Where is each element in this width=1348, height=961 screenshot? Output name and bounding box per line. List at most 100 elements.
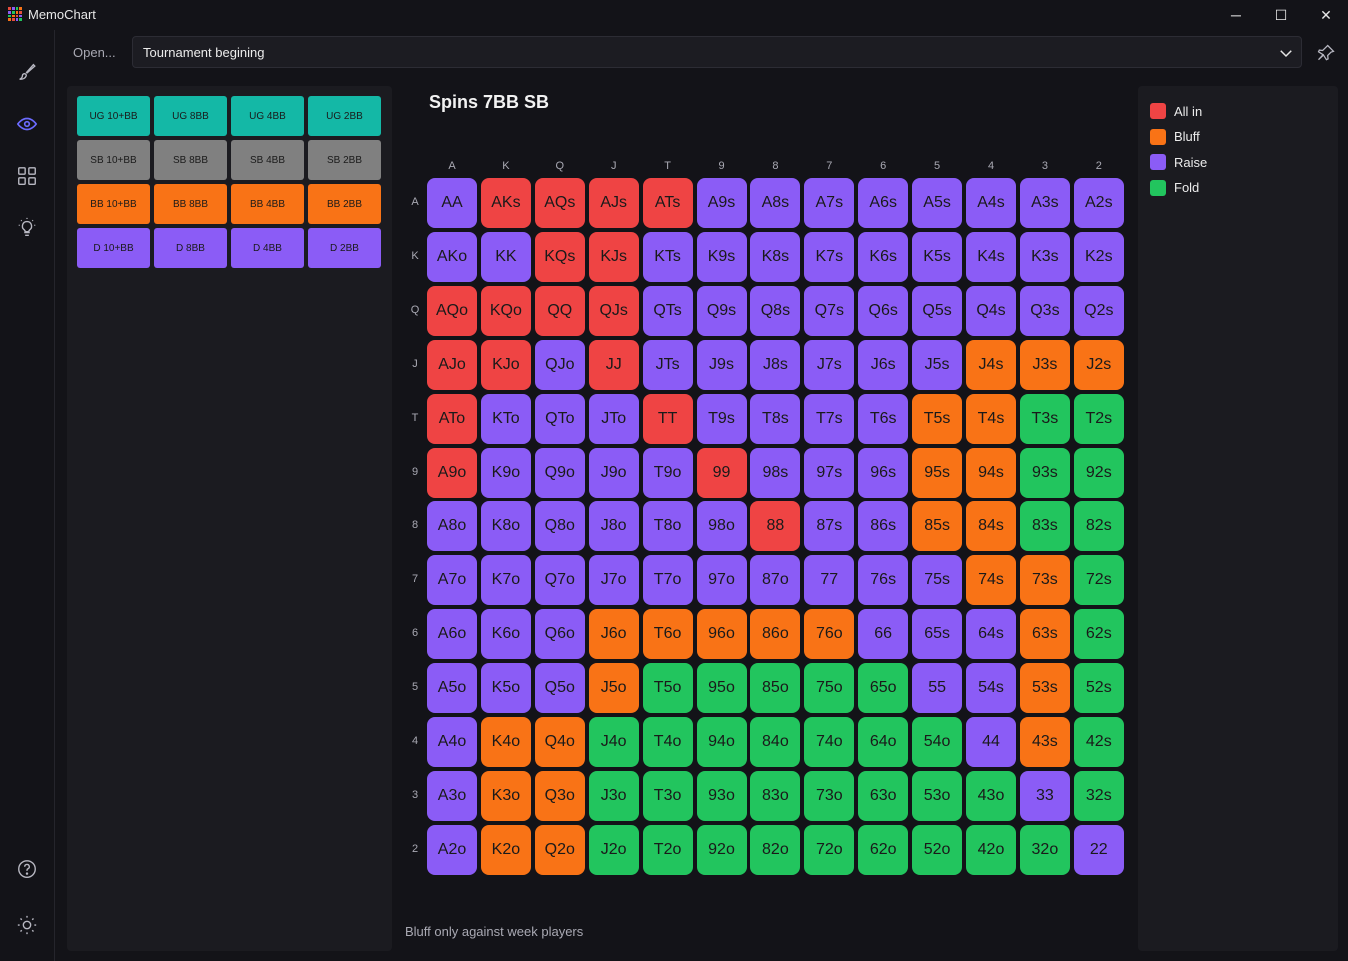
open-button[interactable]: Open... <box>73 45 116 60</box>
hand-cell[interactable]: AJo <box>427 339 477 390</box>
hand-cell[interactable]: A2o <box>427 824 477 875</box>
hand-cell[interactable]: TT <box>642 393 693 444</box>
hand-cell[interactable]: 42s <box>1073 717 1124 767</box>
preset-button[interactable]: D 8BB <box>154 228 227 268</box>
hand-cell[interactable]: 88 <box>750 501 801 552</box>
hand-cell[interactable]: Q7s <box>804 285 855 336</box>
hand-cell[interactable]: 97s <box>804 447 855 498</box>
hand-cell[interactable]: K3s <box>1019 231 1070 282</box>
hand-cell[interactable]: QTs <box>642 285 693 336</box>
hand-cell[interactable]: JJ <box>588 339 639 390</box>
hand-cell[interactable]: 95o <box>696 663 747 714</box>
brush-icon[interactable] <box>12 57 42 87</box>
hand-cell[interactable]: 75s <box>912 555 963 606</box>
preset-button[interactable]: BB 2BB <box>308 184 381 224</box>
hand-cell[interactable]: 83o <box>750 770 801 821</box>
hand-cell[interactable]: T9o <box>642 447 693 498</box>
hand-cell[interactable]: KK <box>480 231 531 282</box>
hand-cell[interactable]: ATs <box>642 178 693 228</box>
hand-cell[interactable]: 72o <box>804 824 855 875</box>
hand-cell[interactable]: 53s <box>1019 663 1070 714</box>
hand-cell[interactable]: Q4s <box>966 285 1016 336</box>
hand-cell[interactable]: T3s <box>1019 393 1070 444</box>
hand-cell[interactable]: Q2s <box>1073 285 1124 336</box>
preset-button[interactable]: SB 2BB <box>308 140 381 180</box>
hand-cell[interactable]: 73s <box>1019 555 1070 606</box>
hand-cell[interactable]: Q6o <box>534 609 585 660</box>
hand-cell[interactable]: 43s <box>1019 717 1070 767</box>
hand-cell[interactable]: 43o <box>966 770 1016 821</box>
preset-button[interactable]: BB 8BB <box>154 184 227 224</box>
hand-cell[interactable]: 94s <box>966 447 1016 498</box>
preset-button[interactable]: SB 8BB <box>154 140 227 180</box>
hand-cell[interactable]: 87o <box>750 555 801 606</box>
hand-cell[interactable]: 98s <box>750 447 801 498</box>
hand-cell[interactable]: 74o <box>804 717 855 767</box>
hand-cell[interactable]: AKo <box>427 231 477 282</box>
hand-cell[interactable]: 73o <box>804 770 855 821</box>
hand-cell[interactable]: A3s <box>1019 178 1070 228</box>
hand-cell[interactable]: T2o <box>642 824 693 875</box>
hand-cell[interactable]: J2o <box>588 824 639 875</box>
hand-cell[interactable]: QJo <box>534 339 585 390</box>
hand-cell[interactable]: KTo <box>480 393 531 444</box>
hand-cell[interactable]: 65s <box>912 609 963 660</box>
hand-cell[interactable]: K5s <box>912 231 963 282</box>
hand-cell[interactable]: A8o <box>427 501 477 552</box>
hand-cell[interactable]: K4s <box>966 231 1016 282</box>
hand-cell[interactable]: 65o <box>858 663 909 714</box>
pin-icon[interactable] <box>1313 40 1339 66</box>
preset-button[interactable]: D 10+BB <box>77 228 150 268</box>
hand-cell[interactable]: 32o <box>1019 824 1070 875</box>
hand-cell[interactable]: J3s <box>1019 339 1070 390</box>
hand-cell[interactable]: 96o <box>696 609 747 660</box>
hand-cell[interactable]: A7o <box>427 555 477 606</box>
hand-cell[interactable]: J5s <box>912 339 963 390</box>
hand-cell[interactable]: J3o <box>588 770 639 821</box>
hand-cell[interactable]: J7s <box>804 339 855 390</box>
hand-cell[interactable]: K2s <box>1073 231 1124 282</box>
hand-cell[interactable]: 32s <box>1073 770 1124 821</box>
hand-cell[interactable]: JTo <box>588 393 639 444</box>
hand-cell[interactable]: 84s <box>966 501 1016 552</box>
hand-cell[interactable]: 74s <box>966 555 1016 606</box>
lightbulb-icon[interactable] <box>12 213 42 243</box>
hand-cell[interactable]: Q8s <box>750 285 801 336</box>
hand-cell[interactable]: 76s <box>858 555 909 606</box>
hand-cell[interactable]: T9s <box>696 393 747 444</box>
preset-button[interactable]: D 2BB <box>308 228 381 268</box>
hand-cell[interactable]: KJs <box>588 231 639 282</box>
hand-cell[interactable]: 86s <box>858 501 909 552</box>
hand-cell[interactable]: J8o <box>588 501 639 552</box>
hand-cell[interactable]: Q2o <box>534 824 585 875</box>
hand-cell[interactable]: 63s <box>1019 609 1070 660</box>
hand-cell[interactable]: J5o <box>588 663 639 714</box>
hand-cell[interactable]: 53o <box>912 770 963 821</box>
hand-cell[interactable]: 96s <box>858 447 909 498</box>
hand-cell[interactable]: AQo <box>427 285 477 336</box>
hand-cell[interactable]: ATo <box>427 393 477 444</box>
preset-button[interactable]: UG 2BB <box>308 96 381 136</box>
hand-cell[interactable]: 82o <box>750 824 801 875</box>
hand-cell[interactable]: A4o <box>427 717 477 767</box>
hand-cell[interactable]: A6o <box>427 609 477 660</box>
hand-cell[interactable]: Q9o <box>534 447 585 498</box>
hand-cell[interactable]: A8s <box>750 178 801 228</box>
preset-button[interactable]: D 4BB <box>231 228 304 268</box>
hand-cell[interactable]: A2s <box>1073 178 1124 228</box>
hand-cell[interactable]: K3o <box>480 770 531 821</box>
hand-cell[interactable]: 99 <box>696 447 747 498</box>
hand-cell[interactable]: QJs <box>588 285 639 336</box>
hand-cell[interactable]: 77 <box>804 555 855 606</box>
hand-cell[interactable]: 93s <box>1019 447 1070 498</box>
hand-cell[interactable]: 97o <box>696 555 747 606</box>
hand-cell[interactable]: JTs <box>642 339 693 390</box>
hand-cell[interactable]: K5o <box>480 663 531 714</box>
hand-cell[interactable]: 42o <box>966 824 1016 875</box>
hand-cell[interactable]: T4s <box>966 393 1016 444</box>
hand-cell[interactable]: J9o <box>588 447 639 498</box>
hand-cell[interactable]: T3o <box>642 770 693 821</box>
hand-cell[interactable]: A9o <box>427 447 477 498</box>
theme-icon[interactable] <box>12 910 42 940</box>
hand-cell[interactable]: 94o <box>696 717 747 767</box>
